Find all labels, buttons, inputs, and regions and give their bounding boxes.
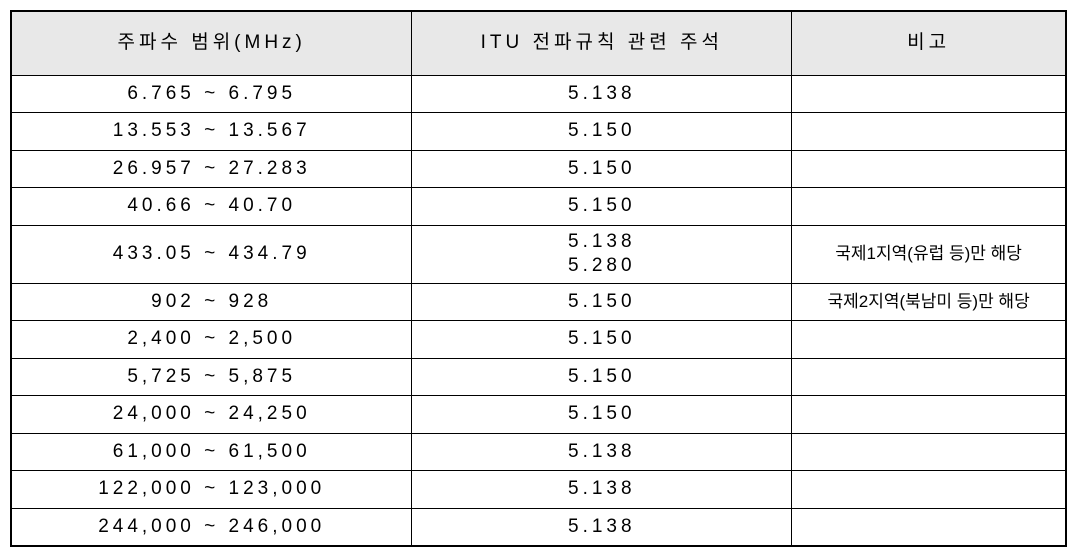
- table-row: 902 ~ 9285.150국제2지역(북남미 등)만 해당: [11, 283, 1066, 321]
- cell-itu: 5.150: [412, 358, 792, 396]
- cell-frequency: 122,000 ~ 123,000: [11, 471, 412, 509]
- table-row: 2,400 ~ 2,5005.150: [11, 321, 1066, 359]
- cell-itu: 5.150: [412, 188, 792, 226]
- table-row: 40.66 ~ 40.705.150: [11, 188, 1066, 226]
- table-row: 26.957 ~ 27.2835.150: [11, 150, 1066, 188]
- frequency-table: 주파수 범위(MHz) ITU 전파규칙 관련 주석 비고 6.765 ~ 6.…: [10, 10, 1067, 547]
- cell-frequency: 5,725 ~ 5,875: [11, 358, 412, 396]
- table-row: 6.765 ~ 6.7955.138: [11, 75, 1066, 113]
- cell-frequency: 244,000 ~ 246,000: [11, 508, 412, 546]
- cell-itu: 5.138: [412, 75, 792, 113]
- cell-frequency: 40.66 ~ 40.70: [11, 188, 412, 226]
- cell-note: [792, 150, 1066, 188]
- cell-frequency: 902 ~ 928: [11, 283, 412, 321]
- table-row: 61,000 ~ 61,5005.138: [11, 433, 1066, 471]
- table-header: 주파수 범위(MHz) ITU 전파규칙 관련 주석 비고: [11, 11, 1066, 75]
- col-header-frequency: 주파수 범위(MHz): [11, 11, 412, 75]
- col-header-note: 비고: [792, 11, 1066, 75]
- frequency-table-wrapper: 주파수 범위(MHz) ITU 전파규칙 관련 주석 비고 6.765 ~ 6.…: [10, 10, 1067, 547]
- cell-frequency: 433.05 ~ 434.79: [11, 225, 412, 283]
- cell-frequency: 6.765 ~ 6.795: [11, 75, 412, 113]
- itu-value: 5.138: [568, 231, 636, 252]
- cell-note: 국제2지역(북남미 등)만 해당: [792, 283, 1066, 321]
- cell-note: [792, 358, 1066, 396]
- cell-itu: 5.138: [412, 433, 792, 471]
- cell-frequency: 24,000 ~ 24,250: [11, 396, 412, 434]
- cell-note: [792, 113, 1066, 151]
- itu-value: 5.280: [568, 255, 636, 276]
- table-row: 122,000 ~ 123,0005.138: [11, 471, 1066, 509]
- table-row: 433.05 ~ 434.79 5.138 5.280 국제1지역(유럽 등)만 해당: [11, 225, 1066, 283]
- cell-itu: 5.150: [412, 150, 792, 188]
- cell-itu: 5.150: [412, 396, 792, 434]
- cell-frequency: 13.553 ~ 13.567: [11, 113, 412, 151]
- cell-frequency: 26.957 ~ 27.283: [11, 150, 412, 188]
- cell-note: 국제1지역(유럽 등)만 해당: [792, 225, 1066, 283]
- cell-frequency: 61,000 ~ 61,500: [11, 433, 412, 471]
- cell-itu: 5.138: [412, 471, 792, 509]
- cell-itu: 5.150: [412, 321, 792, 359]
- header-row: 주파수 범위(MHz) ITU 전파규칙 관련 주석 비고: [11, 11, 1066, 75]
- cell-itu: 5.150: [412, 113, 792, 151]
- cell-itu: 5.138: [412, 508, 792, 546]
- cell-note: [792, 396, 1066, 434]
- table-body: 6.765 ~ 6.7955.13813.553 ~ 13.5675.15026…: [11, 75, 1066, 546]
- table-row: 244,000 ~ 246,0005.138: [11, 508, 1066, 546]
- cell-note: [792, 433, 1066, 471]
- cell-itu: 5.138 5.280: [412, 225, 792, 283]
- table-row: 13.553 ~ 13.5675.150: [11, 113, 1066, 151]
- table-row: 24,000 ~ 24,2505.150: [11, 396, 1066, 434]
- col-header-itu: ITU 전파규칙 관련 주석: [412, 11, 792, 75]
- cell-note: [792, 321, 1066, 359]
- cell-note: [792, 188, 1066, 226]
- cell-note: [792, 508, 1066, 546]
- table-row: 5,725 ~ 5,8755.150: [11, 358, 1066, 396]
- cell-note: [792, 75, 1066, 113]
- cell-itu: 5.150: [412, 283, 792, 321]
- cell-frequency: 2,400 ~ 2,500: [11, 321, 412, 359]
- cell-note: [792, 471, 1066, 509]
